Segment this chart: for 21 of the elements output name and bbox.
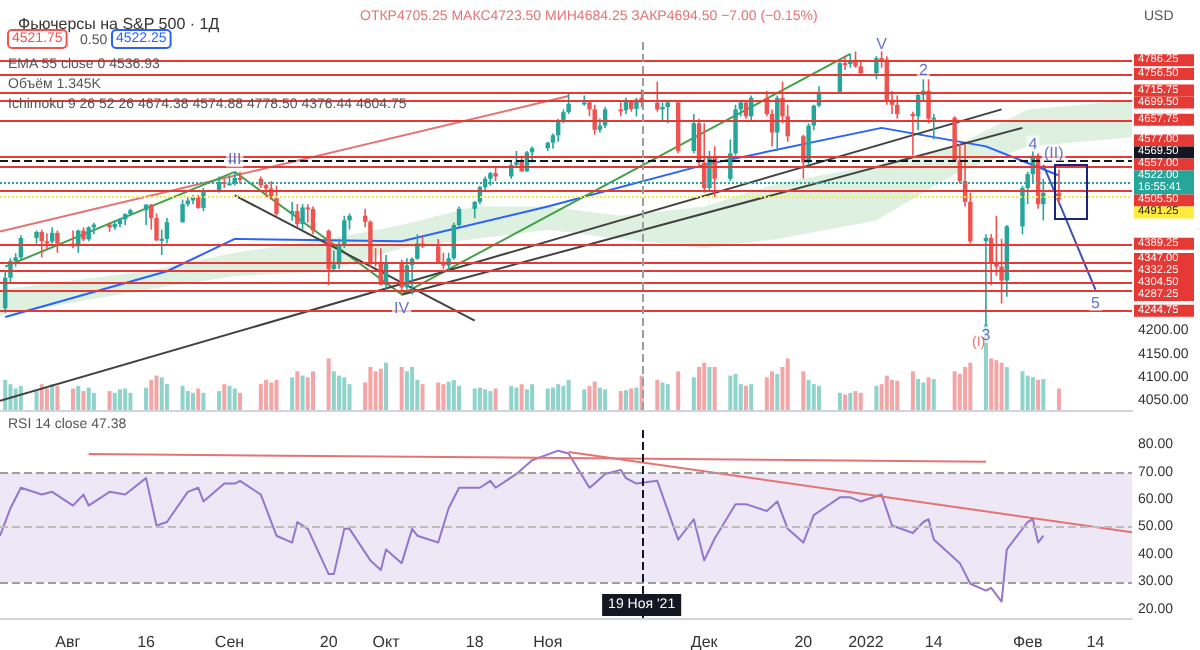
x-tick-label: 20 <box>794 633 814 650</box>
annotation: 2 <box>918 61 929 80</box>
annotation: 5 <box>1091 293 1102 312</box>
x-tick-label: 14 <box>924 633 944 650</box>
x-tick-label: 2022 <box>848 633 885 650</box>
annotation: IV <box>394 299 411 318</box>
x-tick-label: Фев <box>1012 633 1043 650</box>
x-tick-label: 18 <box>465 633 485 650</box>
annotation: 4 <box>1028 134 1039 153</box>
x-tick-label: Окт <box>372 633 401 650</box>
annotation: V <box>876 34 889 53</box>
x-tick-label: Авг <box>55 633 81 650</box>
x-tick-label: 14 <box>1086 633 1106 650</box>
x-tick-label: Ноя <box>533 633 563 650</box>
x-tick-label: 16 <box>137 633 157 650</box>
x-tick-label: Дек <box>690 633 719 650</box>
annotation: III <box>228 150 242 169</box>
x-tick-label: 20 <box>319 633 339 650</box>
chart-title: Фьючерсы на S&P 500 · 1Д <box>18 15 221 33</box>
annotation: (II) <box>1043 143 1065 162</box>
x-tick-label: Сен <box>214 633 245 650</box>
